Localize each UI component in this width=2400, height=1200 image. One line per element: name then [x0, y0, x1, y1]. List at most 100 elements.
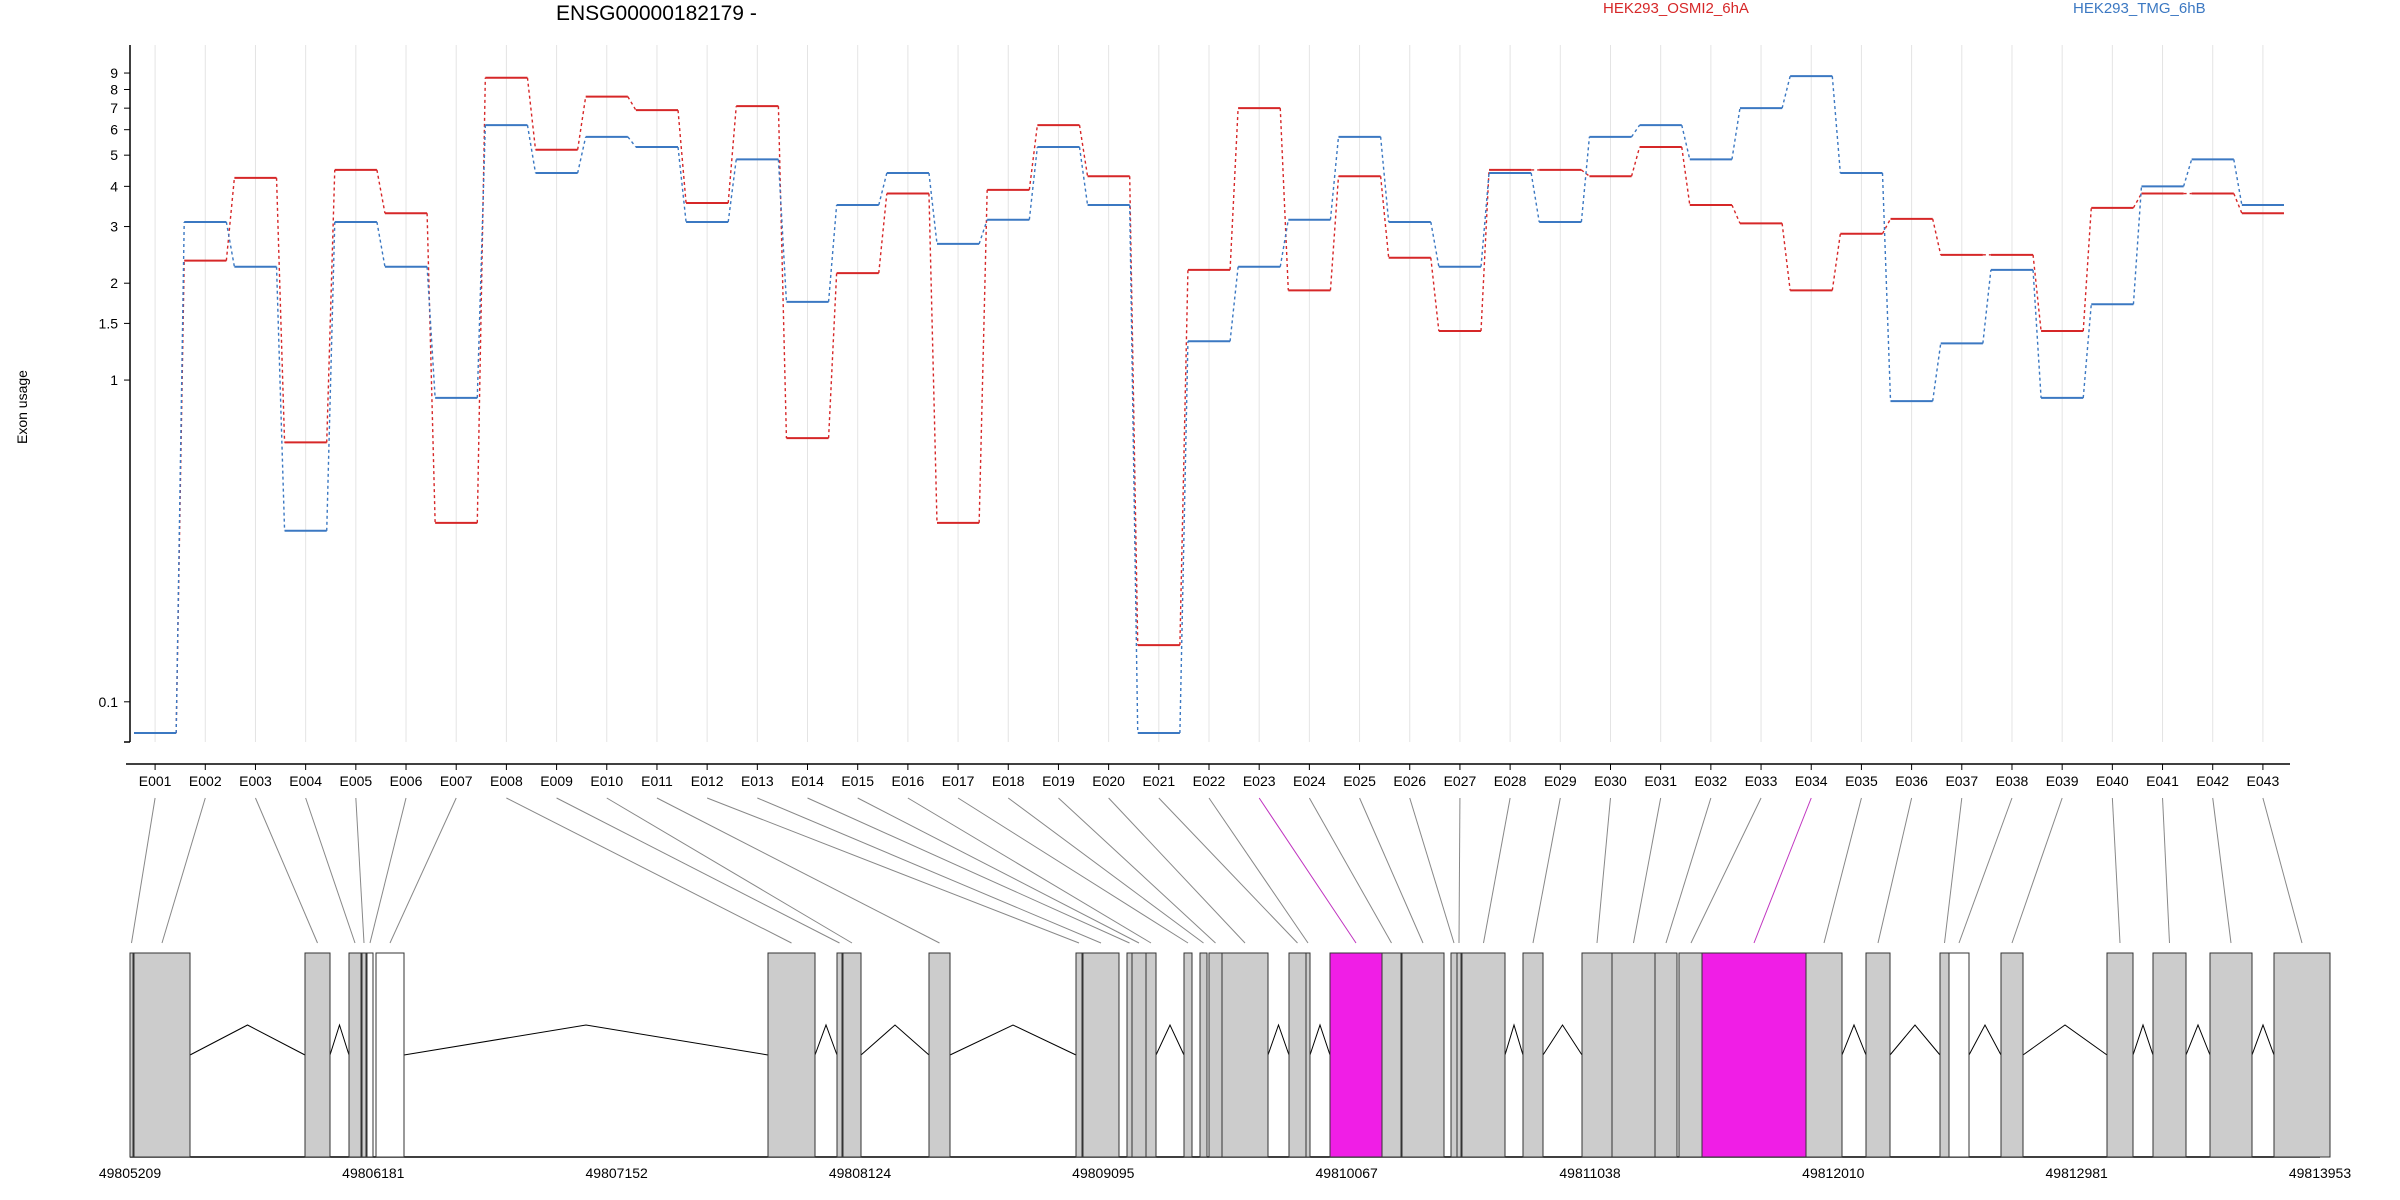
series-connector: [275, 177, 286, 443]
series-connector: [1831, 76, 1842, 174]
exon-box-E026: [1450, 952, 1458, 1158]
series-connector: [1881, 173, 1892, 402]
x-tick-label: E020: [1092, 773, 1125, 789]
series-connector: [175, 221, 185, 733]
exon-box-E006: [366, 952, 374, 1158]
intron: [860, 1024, 930, 1056]
exon-box-E031: [1611, 952, 1656, 1158]
x-tick-label: E007: [440, 773, 473, 789]
exon-connector-E004: [305, 797, 356, 944]
y-tick-label: 1.5: [99, 315, 119, 331]
x-tick-label: E025: [1343, 773, 1376, 789]
series-connector: [376, 169, 386, 214]
exon-connector-E020: [1108, 797, 1246, 944]
series-connector: [627, 136, 637, 148]
series-connector: [1580, 136, 1591, 223]
exon-connector-E029: [1532, 797, 1561, 944]
exon-box-E008: [767, 952, 816, 1158]
series-connector: [1379, 136, 1390, 223]
exon-connector-E013: [757, 797, 1102, 944]
intron: [2132, 1023, 2154, 1056]
intron: [1309, 1023, 1331, 1056]
y-tick-label: 4: [110, 178, 118, 194]
series-connector: [727, 106, 737, 204]
exon-connector-E012: [706, 797, 1080, 944]
series-connector: [627, 96, 637, 111]
x-tick-label: E005: [339, 773, 372, 789]
series-connector: [878, 193, 888, 274]
series-connector: [827, 204, 838, 302]
exon-box-E025: [1401, 952, 1445, 1158]
exon-box-E021: [1288, 952, 1307, 1158]
series-connector: [1078, 146, 1089, 206]
series-connector: [1480, 169, 1490, 332]
exon-box-E017: [1183, 952, 1193, 1158]
exon-connector-E033: [1690, 797, 1762, 944]
x-tick-label: E023: [1243, 773, 1276, 789]
series-connector: [928, 172, 938, 244]
series-connector: [1480, 172, 1490, 267]
intron: [2251, 1023, 2275, 1056]
x-tick-label: E021: [1142, 773, 1175, 789]
exon-box-E023: [1329, 952, 1383, 1158]
x-tick-label: E019: [1042, 773, 1075, 789]
series-connector: [1781, 223, 1791, 291]
series-connector: [2082, 304, 2092, 398]
exon-box-E035: [1805, 952, 1843, 1158]
y-tick-label: 9: [110, 65, 118, 81]
series-connector: [1229, 266, 1239, 342]
x-tick-label: E001: [139, 773, 172, 789]
x-tick-label: E010: [590, 773, 623, 789]
series-connector: [1781, 76, 1791, 109]
exon-box-E030: [1581, 952, 1613, 1158]
exon-box-E005: [361, 952, 367, 1158]
exon-box-E037: [1939, 952, 1950, 1158]
series-connector: [526, 124, 537, 174]
intron: [1155, 1023, 1185, 1056]
exon-connector-E037: [1944, 797, 1963, 944]
gene-model: 49805209 49806181 49807152 49808124 49809095…: [99, 797, 2351, 1181]
x-tick-label: E032: [1695, 773, 1728, 789]
x-tick-label: E028: [1494, 773, 1527, 789]
series-connector: [2032, 254, 2042, 332]
series-connector: [928, 193, 938, 523]
x-tick-label: E043: [2247, 773, 2280, 789]
series-connector: [576, 96, 587, 150]
exon-connector-E035: [1823, 797, 1862, 944]
series-connector: [1229, 108, 1239, 270]
exon-box-E039: [2000, 952, 2024, 1158]
x-tick-label: E036: [1895, 773, 1928, 789]
y-tick-label: 0.1: [99, 694, 119, 710]
series-2: [134, 75, 2284, 734]
series-connector: [1078, 125, 1089, 177]
x-tick-label: E037: [1945, 773, 1978, 789]
exon-connector-E026: [1409, 797, 1455, 944]
intron: [1267, 1023, 1290, 1056]
exon-box-E032: [1654, 952, 1678, 1158]
series-connector: [1681, 146, 1691, 206]
series-connector: [326, 169, 336, 443]
x-tick-label: E003: [239, 773, 272, 789]
exon-connector-E021: [1158, 797, 1298, 944]
exon-connector-E041: [2162, 797, 2170, 944]
series-connector: [1630, 146, 1641, 177]
exon-connector-E043: [2262, 797, 2303, 944]
exon-connector-E039: [2011, 797, 2063, 944]
exon-connector-E028: [1483, 797, 1511, 944]
series-connector: [1931, 343, 1942, 402]
series-connector: [1329, 176, 1340, 291]
series-connector: [1028, 125, 1039, 190]
exon-connector-E006: [369, 797, 407, 944]
x-tick-label: E031: [1644, 773, 1677, 789]
exon-box-E040: [2106, 952, 2134, 1158]
series-connector: [1179, 341, 1189, 733]
exon-box-E001: [129, 952, 134, 1158]
series-connector: [978, 219, 988, 245]
x-tick-label: E027: [1444, 773, 1477, 789]
exon-box-E038: [1948, 952, 1970, 1158]
exon-box-E010: [842, 952, 862, 1158]
x-tick-label: E033: [1745, 773, 1778, 789]
series-connector: [1430, 221, 1440, 267]
exon-box-E033: [1678, 952, 1704, 1158]
x-tick-label: E016: [892, 773, 925, 789]
